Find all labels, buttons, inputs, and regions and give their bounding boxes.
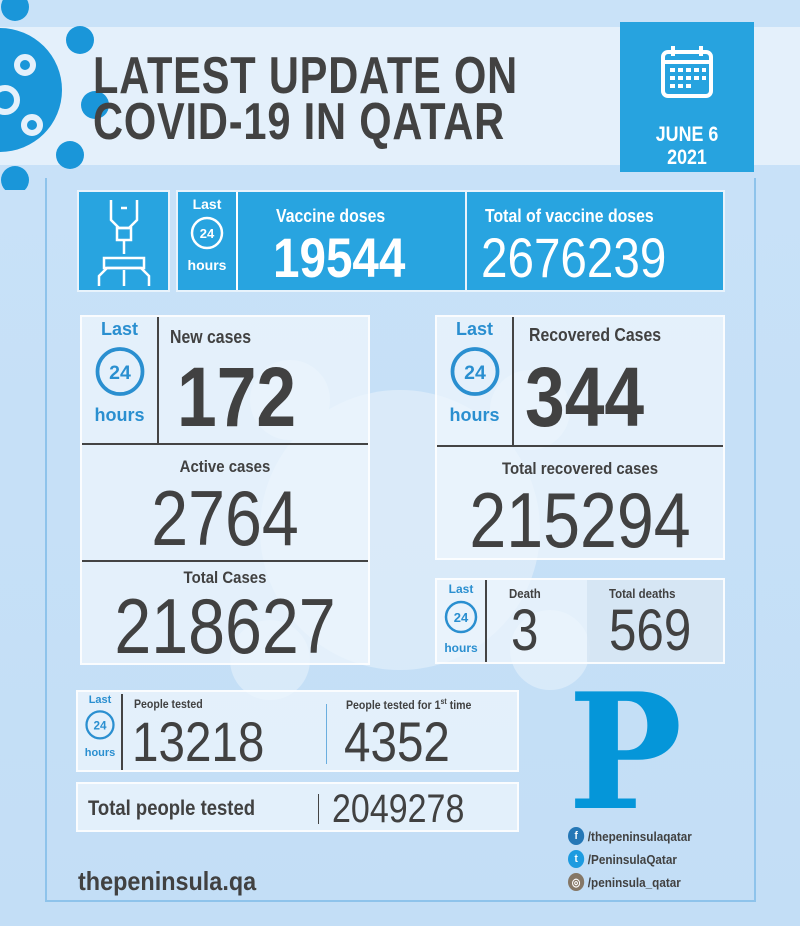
date-year: 2021 bbox=[667, 146, 707, 169]
recovered-panel: Last 24 hours Recovered Cases 344 Total … bbox=[435, 315, 725, 560]
total-tested-panel: Total people tested 2049278 bbox=[76, 782, 519, 832]
facebook-link[interactable]: f/thepeninsulaqatar bbox=[568, 827, 692, 845]
syringe-machine-icon bbox=[97, 200, 151, 286]
last-24-hours-badge: Last 24 hours bbox=[437, 582, 485, 655]
hours-label: hours bbox=[187, 257, 227, 273]
death-value: 3 bbox=[511, 598, 539, 663]
hours-label: hours bbox=[444, 641, 478, 655]
new-cases-value: 172 bbox=[177, 350, 297, 444]
total-recovered-label: Total recovered cases bbox=[501, 459, 659, 478]
last-24-hours-badge: Last 24 hours bbox=[78, 694, 122, 759]
date-day: JUNE 6 bbox=[655, 123, 719, 146]
content-frame bbox=[45, 178, 756, 902]
svg-text:24: 24 bbox=[109, 362, 131, 384]
date-box: JUNE 6 2021 bbox=[620, 22, 754, 172]
hours-label: hours bbox=[84, 747, 116, 759]
title-line-2: COVID-19 IN QATAR bbox=[93, 93, 505, 151]
last-24-hours-badge: Last 24 hours bbox=[178, 192, 236, 290]
twitter-link[interactable]: t/PeninsulaQatar bbox=[568, 850, 677, 868]
first-time-tested-value: 4352 bbox=[344, 710, 450, 773]
deaths-panel: Last 24 hours Death 3 Total deaths 569 bbox=[435, 578, 725, 664]
last-label: Last bbox=[88, 694, 112, 706]
vaccine-doses-value: 19544 bbox=[273, 226, 406, 289]
peninsula-logo: P bbox=[568, 658, 683, 846]
svg-text:24: 24 bbox=[464, 362, 486, 384]
total-vaccine-value: 2676239 bbox=[481, 226, 667, 289]
virus-icon bbox=[0, 0, 109, 190]
new-cases-label: New cases bbox=[170, 327, 252, 347]
vaccine-doses-label: Vaccine doses bbox=[276, 206, 386, 226]
clock-24-icon: 24 bbox=[444, 600, 478, 634]
last-24-hours-badge: Last 24 hours bbox=[82, 319, 157, 426]
twitter-icon: t bbox=[568, 850, 585, 868]
calendar-icon bbox=[661, 46, 713, 98]
vaccine-icon-box bbox=[77, 190, 170, 292]
people-tested-value: 13218 bbox=[132, 710, 265, 773]
svg-text:24: 24 bbox=[200, 226, 215, 241]
facebook-icon: f bbox=[568, 827, 585, 845]
clock-24-icon: 24 bbox=[85, 710, 115, 740]
total-cases-label: Total Cases bbox=[183, 568, 267, 587]
total-deaths-label: Total deaths bbox=[609, 586, 676, 601]
clock-24-icon: 24 bbox=[95, 347, 144, 396]
last-label: Last bbox=[100, 319, 138, 339]
first-time-tested-label: People tested for 1st time bbox=[346, 697, 472, 712]
website-link[interactable]: thepeninsula.qa bbox=[78, 866, 257, 896]
tests-panel: Last 24 hours People tested 13218 People… bbox=[76, 690, 519, 772]
recovered-value: 344 bbox=[525, 350, 645, 444]
cases-panel: Last 24 hours New cases 172 Active cases… bbox=[80, 315, 370, 665]
last-24-hours-badge: Last 24 hours bbox=[437, 319, 512, 426]
death-label: Death bbox=[509, 586, 541, 601]
instagram-link[interactable]: ◎/peninsula_qatar bbox=[568, 873, 681, 891]
hours-label: hours bbox=[94, 405, 145, 425]
last-label: Last bbox=[448, 582, 474, 596]
total-tested-label: Total people tested bbox=[88, 797, 256, 820]
hours-label: hours bbox=[449, 405, 500, 425]
vaccine-doses-card: Last 24 hours Vaccine doses 19544 bbox=[176, 190, 467, 292]
total-tested-value: 2049278 bbox=[332, 787, 465, 831]
total-vaccine-doses-card: Total of vaccine doses 2676239 bbox=[465, 190, 725, 292]
active-cases-value: 2764 bbox=[151, 474, 299, 562]
recovered-label: Recovered Cases bbox=[529, 325, 662, 345]
clock-24-icon: 24 bbox=[450, 347, 499, 396]
last-label: Last bbox=[455, 319, 493, 339]
svg-text:24: 24 bbox=[93, 719, 107, 732]
total-vaccine-label: Total of vaccine doses bbox=[485, 206, 654, 226]
total-cases-value: 218627 bbox=[114, 582, 336, 670]
title-line-1: LATEST UPDATE ON bbox=[93, 47, 518, 105]
total-deaths-value: 569 bbox=[609, 598, 692, 663]
total-recovered-value: 215294 bbox=[469, 476, 691, 564]
clock-24-icon: 24 bbox=[190, 216, 224, 250]
active-cases-label: Active cases bbox=[179, 457, 271, 476]
svg-text:24: 24 bbox=[454, 610, 469, 625]
people-tested-label: People tested bbox=[134, 697, 203, 711]
last-label: Last bbox=[192, 196, 222, 212]
instagram-icon: ◎ bbox=[568, 873, 585, 891]
